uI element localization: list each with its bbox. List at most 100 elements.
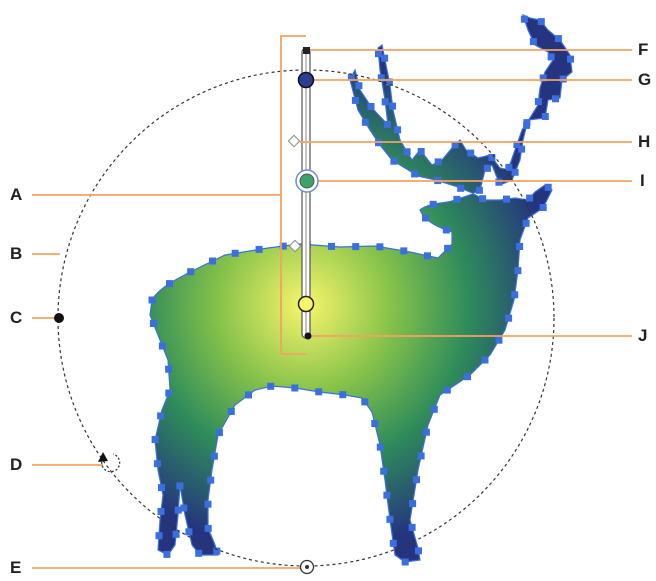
callout-label-j: J <box>638 326 648 345</box>
anchor-point <box>174 506 182 514</box>
anchor-point <box>544 183 552 191</box>
anchor-point <box>361 398 369 406</box>
anchor-point <box>339 391 347 399</box>
anchor-point <box>523 119 531 127</box>
anchor-point <box>522 219 530 227</box>
anchor-point <box>457 184 465 192</box>
anchor-point <box>377 74 385 82</box>
anchor-point <box>215 429 223 437</box>
callout-label-c: C <box>10 308 23 327</box>
anchor-point <box>417 452 425 460</box>
anchor-point <box>153 460 161 468</box>
anchor-point <box>376 243 384 251</box>
anchor-point <box>355 82 363 90</box>
anchor-point <box>148 296 156 304</box>
callout-label-b: B <box>10 244 23 263</box>
anchor-point <box>172 530 180 538</box>
anchor-point <box>383 120 391 128</box>
anchor-point <box>352 243 360 251</box>
callout-label-a: A <box>10 185 23 204</box>
anchor-point <box>381 54 389 62</box>
anchor-point <box>518 145 526 153</box>
anchor-point <box>204 500 212 508</box>
anchor-point <box>409 500 417 508</box>
anchor-point <box>227 408 235 415</box>
gradient-circle-handle <box>54 313 64 323</box>
color-stop-yellow <box>297 295 315 313</box>
anchor-point <box>267 382 275 390</box>
anchor-point <box>347 73 355 81</box>
anchor-point <box>207 476 215 484</box>
anchor-point <box>180 504 188 512</box>
anchor-point <box>157 412 165 420</box>
gradient-bottom-handle <box>299 559 315 575</box>
anchor-point <box>552 95 559 103</box>
anchor-point <box>389 539 397 547</box>
anchor-point <box>291 384 299 392</box>
anchor-point <box>166 280 173 288</box>
anchor-point <box>511 291 519 299</box>
anchor-point <box>185 528 193 536</box>
anchor-point <box>394 126 402 134</box>
anchor-point <box>505 314 513 322</box>
anchor-point <box>245 391 252 399</box>
anchor-point <box>513 141 521 148</box>
anchor-point <box>520 15 528 23</box>
anchor-point <box>210 452 218 460</box>
anchor-point <box>415 547 422 555</box>
anchor-point <box>541 113 549 120</box>
anchor-point <box>176 482 184 490</box>
anchor-point <box>526 194 534 202</box>
color-stop-green <box>299 173 315 189</box>
anchor-point <box>155 532 163 540</box>
anchor-point <box>187 268 195 276</box>
anchor-point <box>375 50 382 58</box>
anchor-point <box>537 18 545 26</box>
anchor-point <box>383 491 391 499</box>
anchor-point <box>516 243 524 250</box>
anchor-point <box>389 102 396 110</box>
anchor-point <box>165 389 173 397</box>
anchor-point <box>213 547 221 555</box>
anchor-point <box>315 388 323 396</box>
anchor-point <box>422 214 429 222</box>
anchor-point <box>151 436 159 443</box>
anchor-point <box>328 242 335 250</box>
anchor-point <box>453 195 461 203</box>
midpoint-diamond-upper <box>287 134 301 148</box>
anchor-point <box>547 53 555 61</box>
gradient-slider <box>301 47 311 339</box>
anchor-point <box>488 154 496 161</box>
anchor-point <box>467 149 475 157</box>
anchor-point <box>495 336 503 344</box>
anchor-point <box>158 484 165 492</box>
anchor-point <box>165 365 173 373</box>
anchor-point <box>411 170 419 178</box>
anchor-point <box>444 244 452 252</box>
anchor-point <box>158 342 166 350</box>
anchor-point <box>367 103 375 110</box>
anchor-point <box>417 148 425 155</box>
anchor-point <box>514 267 522 275</box>
anchor-point <box>534 98 542 106</box>
anchor-point <box>451 141 459 149</box>
anchor-point <box>163 550 171 558</box>
anchor-point <box>400 247 408 255</box>
rotate-icon <box>98 452 121 473</box>
anchor-point <box>390 157 398 165</box>
callout-label-d: D <box>10 455 23 474</box>
callout-label-h: H <box>638 132 651 151</box>
anchor-point <box>376 443 384 451</box>
anchor-point <box>380 467 388 475</box>
anchor-point <box>503 195 510 203</box>
anchor-point <box>539 74 547 82</box>
callout-label-g: G <box>638 70 652 89</box>
anchor-point <box>529 38 537 46</box>
anchor-point <box>429 200 437 208</box>
anchor-point <box>381 98 389 106</box>
anchor-point <box>149 320 157 327</box>
anchor-point <box>505 163 513 171</box>
anchor-point <box>430 405 438 413</box>
